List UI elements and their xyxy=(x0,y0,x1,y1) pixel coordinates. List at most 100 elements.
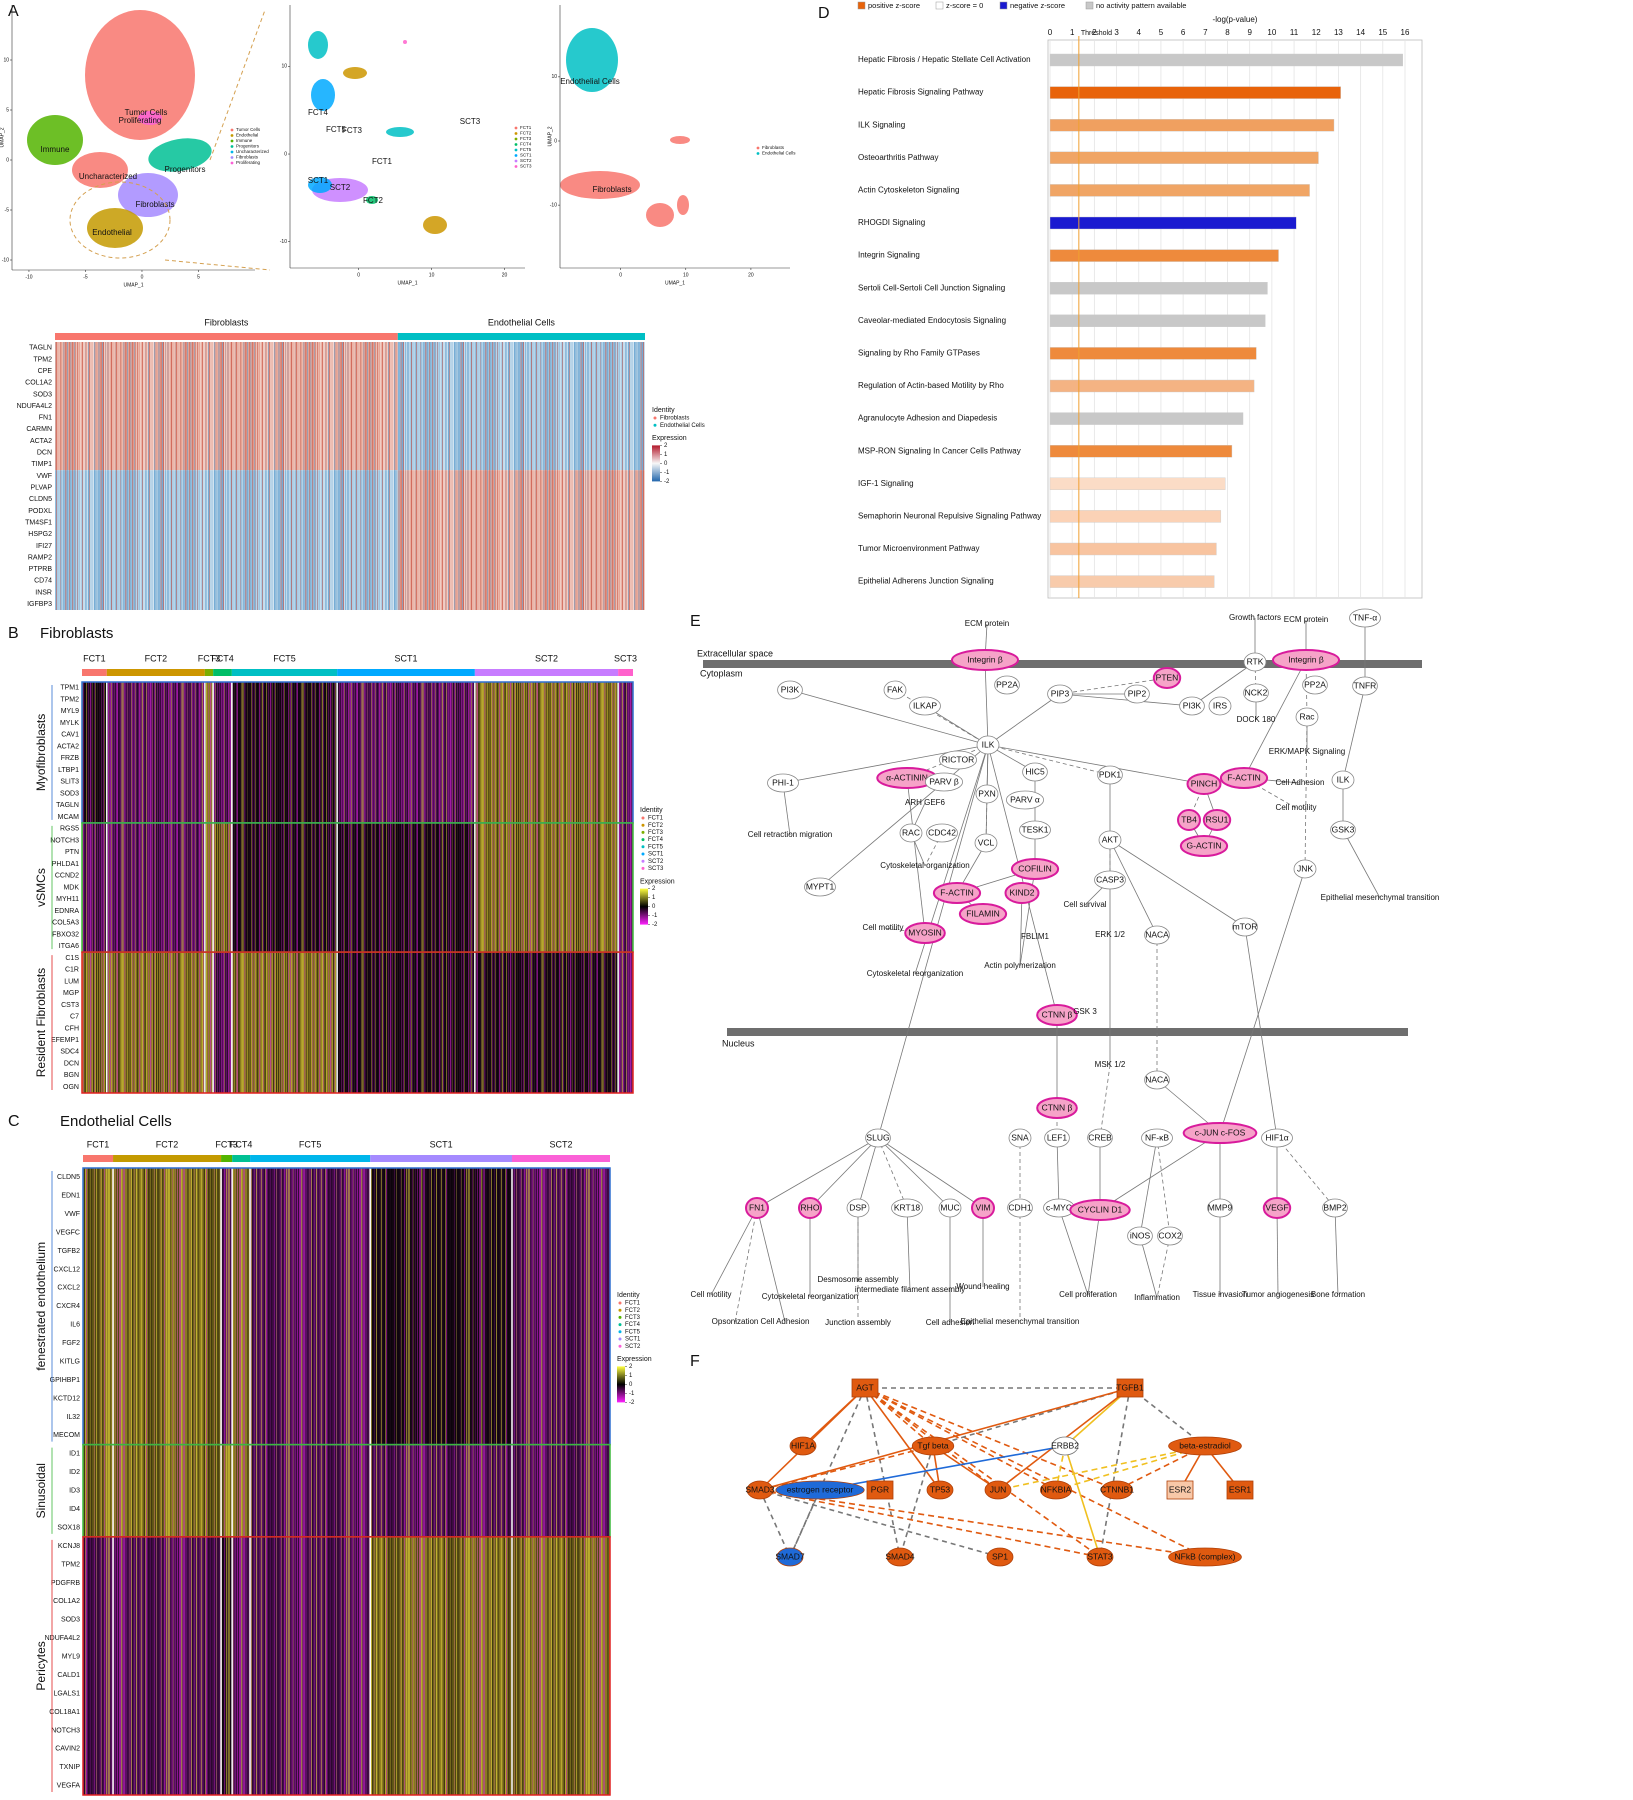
node-label: beta-estradiol xyxy=(1179,1440,1231,1450)
gene-label: NDUFA4L2 xyxy=(45,1635,81,1642)
gene-label: CLDN5 xyxy=(57,1174,80,1181)
legend-dot xyxy=(653,423,657,427)
gene-label: TPM2 xyxy=(61,1561,80,1568)
gene-label: ID2 xyxy=(69,1469,80,1476)
edge xyxy=(864,1387,901,1558)
group-label: FCT3 xyxy=(215,1139,238,1149)
legend-label: FCT5 xyxy=(520,147,532,152)
y-tick-label: -10 xyxy=(280,239,287,245)
y-tick-label: 10 xyxy=(3,57,9,63)
process-label: ERK/MAPK Signaling xyxy=(1269,747,1345,756)
node xyxy=(746,1480,774,1500)
node-label: VCL xyxy=(978,837,995,847)
legend-dot xyxy=(514,137,518,141)
module-label: Resident Fibroblasts xyxy=(34,968,48,1077)
gene-label: TAGLN xyxy=(29,345,52,352)
node xyxy=(1004,882,1040,904)
cluster xyxy=(118,173,178,217)
node-label: c-MYC xyxy=(1046,1202,1072,1212)
legend-dot xyxy=(618,1301,622,1305)
legend-label: no activity pattern available xyxy=(1096,1,1186,10)
cluster xyxy=(148,138,212,172)
group-bar xyxy=(55,333,398,340)
edge xyxy=(1059,693,1193,707)
legend-dot xyxy=(230,139,234,143)
cluster xyxy=(670,136,690,144)
x-tick-label: 7 xyxy=(1203,28,1208,37)
gene-label: MYH11 xyxy=(56,896,79,903)
legend-label: positive z-score xyxy=(868,1,920,10)
legend-label: Immune xyxy=(236,138,253,143)
node xyxy=(1293,859,1317,879)
x-tick-label: 5 xyxy=(197,274,200,280)
node xyxy=(1243,652,1267,672)
colorbar xyxy=(652,445,660,482)
legend-dot xyxy=(618,1315,622,1319)
x-tick-label: 5 xyxy=(1159,28,1164,37)
node xyxy=(846,1198,870,1218)
node-label: iNOS xyxy=(1130,1230,1151,1240)
category-label: Epithelial Adherens Junction Signaling xyxy=(858,577,994,586)
cluster-label: Progenitors xyxy=(165,165,206,174)
colorbar-label: -2 xyxy=(652,922,658,928)
process-label: Cytoskeletal reorganization xyxy=(762,1292,859,1301)
module-box xyxy=(82,1536,611,1796)
node-label: ILK xyxy=(982,739,995,749)
gene-label: LTBP1 xyxy=(58,767,79,774)
node xyxy=(1008,1128,1032,1148)
edge xyxy=(864,1387,941,1491)
module-label: vSMCs xyxy=(34,868,48,907)
gene-label: PODXL xyxy=(28,508,52,515)
cluster-label: FCT3 xyxy=(342,126,363,135)
node-label: MMP9 xyxy=(1208,1202,1233,1212)
category-label: Sertoli Cell-Sertoli Cell Junction Signa… xyxy=(858,283,1005,292)
node xyxy=(1006,790,1045,810)
node-label: Integrin β xyxy=(1288,654,1324,664)
gene-label: COL1A2 xyxy=(25,380,52,387)
colorbar-label: 2 xyxy=(652,886,656,892)
node-label: PI3K xyxy=(781,684,800,694)
cluster-label: Fibroblasts xyxy=(135,200,174,209)
node-label: ESR1 xyxy=(1229,1484,1251,1494)
legend-dot xyxy=(230,145,234,148)
legend-dot xyxy=(641,838,645,842)
node xyxy=(899,823,923,843)
category-label: MSP-RON Signaling In Cancer Cells Pathwa… xyxy=(858,446,1021,455)
group-label: FCT3 xyxy=(198,653,221,663)
group-bar xyxy=(204,669,214,676)
threshold-label: Threshold xyxy=(1081,30,1112,37)
legend-label: SCT2 xyxy=(520,158,532,163)
colorbar-label: -2 xyxy=(629,1400,635,1406)
node xyxy=(1243,683,1269,703)
gene-label: LGALS1 xyxy=(54,1690,81,1697)
gene-label: MYL9 xyxy=(61,708,79,715)
colorbar-label: -2 xyxy=(664,479,670,485)
process-label: Tissue invasion xyxy=(1193,1290,1248,1299)
gene-label: PLVAP xyxy=(30,484,52,491)
category-label: Osteoarthritis Pathway xyxy=(858,153,938,162)
node xyxy=(1087,1128,1113,1148)
edge xyxy=(906,777,926,934)
gene-label: CARMN xyxy=(26,426,52,433)
node xyxy=(1261,1128,1293,1148)
group-label: SCT1 xyxy=(430,1139,453,1149)
process-label: ECM protein xyxy=(1284,615,1328,624)
group-bar xyxy=(232,1155,251,1162)
edge xyxy=(924,832,943,867)
node-label: NF-κB xyxy=(1145,1132,1169,1142)
cluster-label: SCT2 xyxy=(330,183,351,192)
node xyxy=(1101,1480,1134,1500)
edge xyxy=(1304,716,1308,870)
cluster-label: SCT3 xyxy=(460,117,481,126)
panel-letter: B xyxy=(8,625,19,642)
process-label: ARH GEF6 xyxy=(905,798,946,807)
node xyxy=(1182,1122,1258,1144)
cluster-label: Endothelial Cells xyxy=(560,77,620,86)
edge xyxy=(987,744,1205,785)
node-label: F-ACTIN xyxy=(940,887,974,897)
x-tick-label: 0 xyxy=(1048,28,1053,37)
bar xyxy=(1049,542,1217,556)
process-label: Cell retraction migration xyxy=(748,830,832,839)
category-label: Tumor Microenvironment Pathway xyxy=(858,544,980,553)
